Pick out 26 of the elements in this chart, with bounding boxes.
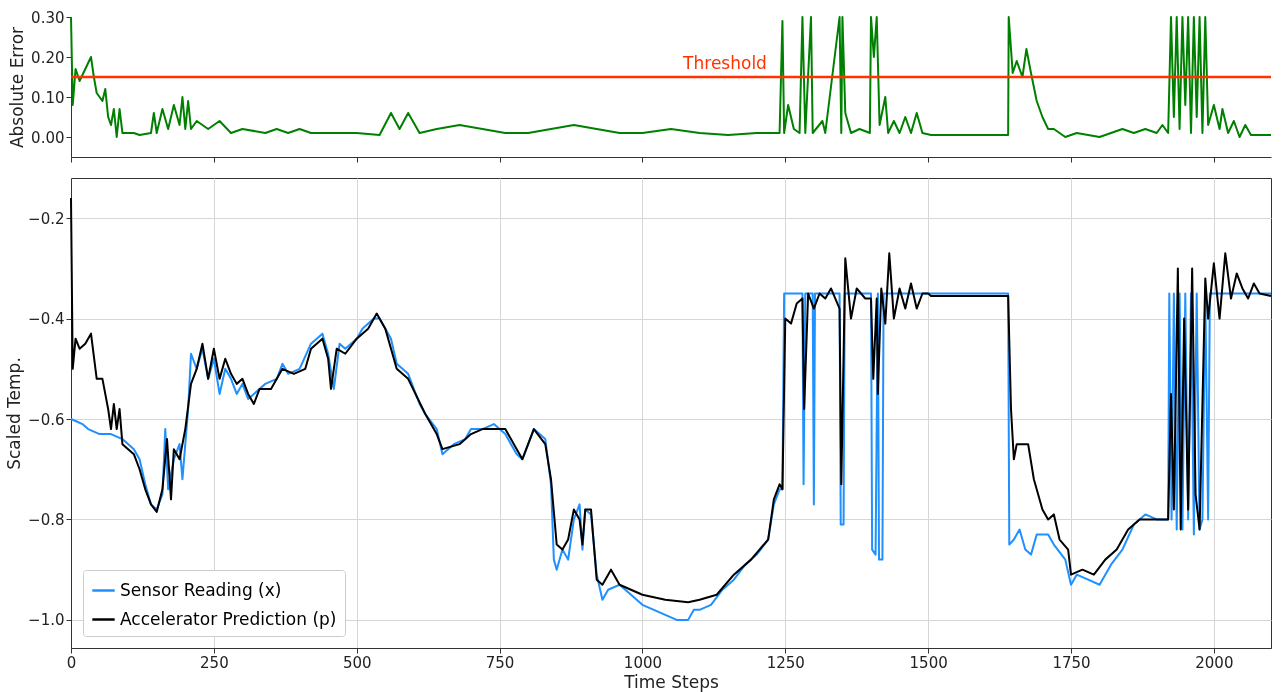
y-axis-title: Absolute Error [7,26,28,149]
x-tick-label: 0 [66,653,77,672]
line-series [70,16,1272,138]
y-tick-label: −1.0 [28,611,65,630]
line-series [70,197,1272,604]
x-axis-title: Time Steps [623,671,719,692]
x-tick-label: 750 [485,653,515,672]
y-tick-label: 0.30 [31,8,65,27]
y-tick-label: −0.4 [28,310,65,329]
x-tick-label: 1250 [766,653,805,672]
y-tick-label: 0.20 [31,48,65,67]
y-tick-label: 0.00 [31,128,65,147]
x-tick-label: 1000 [623,653,663,672]
y-tick-label: −0.2 [28,209,65,228]
ref-line-label: Threshold [682,53,767,73]
y-axis-title: Scaled Temp. [4,357,25,470]
y-tick-label: 0.10 [31,88,65,107]
x-tick-label: 1500 [909,653,948,672]
x-tick-label: 1750 [1052,653,1091,672]
y-tick-label: −0.6 [28,410,65,429]
x-tick-label: 250 [200,653,229,672]
y-tick-label: −0.8 [28,510,65,529]
x-tick-label: 2000 [1195,653,1234,672]
legend-label: Accelerator Prediction (p) [120,608,337,629]
x-tick-label: 500 [342,653,372,672]
legend-label: Sensor Reading (x) [120,579,282,600]
